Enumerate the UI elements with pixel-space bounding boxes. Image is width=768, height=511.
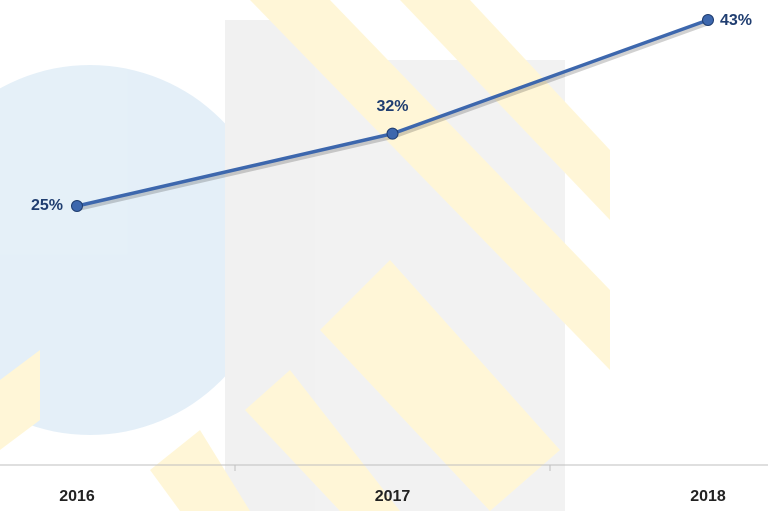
x-tick-label: 2018 bbox=[690, 488, 726, 505]
x-tick-label: 2017 bbox=[375, 488, 411, 505]
data-label: 32% bbox=[376, 98, 408, 115]
data-point bbox=[703, 15, 714, 26]
data-label: 43% bbox=[720, 12, 752, 29]
data-point bbox=[387, 128, 398, 139]
x-tick-label: 2016 bbox=[59, 488, 95, 505]
page: {"chart_data": {"type": "line", "categor… bbox=[0, 0, 768, 511]
data-point bbox=[72, 201, 83, 212]
background-watermark bbox=[0, 0, 610, 511]
data-label: 25% bbox=[31, 197, 63, 214]
chart: 2016 2017 2018 25% 32% 43% bbox=[0, 0, 768, 511]
